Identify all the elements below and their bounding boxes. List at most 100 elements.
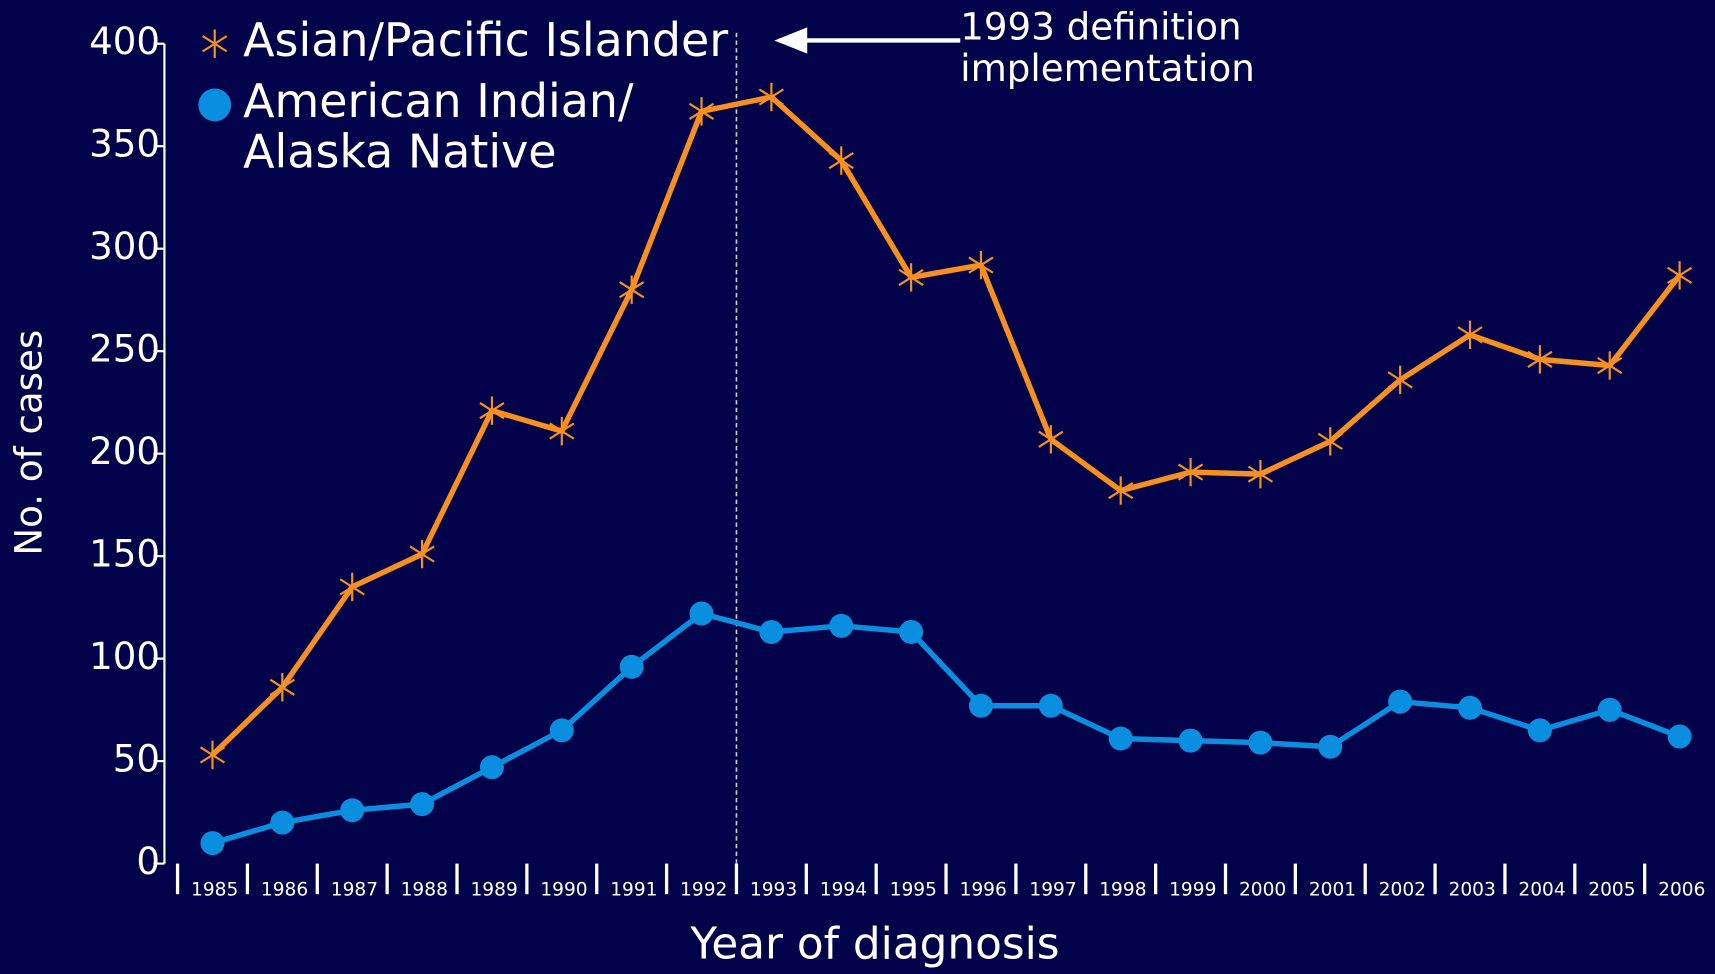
marker-stroke: [1317, 432, 1343, 450]
marker-stroke: [1038, 430, 1064, 448]
marker: [1597, 697, 1622, 722]
x-tick-label: 1993: [750, 879, 797, 900]
marker: [1457, 695, 1483, 720]
marker: [549, 416, 575, 446]
marker: [1318, 734, 1343, 759]
marker: [1248, 730, 1273, 755]
y-tick-label: 0: [136, 840, 160, 883]
y-tick-label: 50: [113, 738, 160, 781]
y-tick-label: 200: [89, 430, 160, 473]
marker: [759, 619, 784, 645]
annotation: 1993 definition implementation: [960, 6, 1255, 91]
marker-stroke: [1597, 356, 1623, 375]
x-tick-label: 1999: [1169, 879, 1216, 900]
marker-stroke: [688, 102, 715, 120]
marker-stroke: [968, 256, 994, 274]
marker: [688, 97, 715, 126]
series-line: [211, 610, 1681, 846]
marker: [549, 718, 574, 743]
marker-stroke: [549, 422, 575, 440]
x-tick-label: 2005: [1588, 879, 1635, 900]
x-tick-label: 1996: [960, 879, 1007, 900]
marker: [689, 601, 714, 626]
x-tick-label: 2001: [1309, 879, 1356, 900]
marker-stroke: [1247, 465, 1274, 483]
x-axis-label: Year of diagnosis: [689, 919, 1059, 970]
marker: [1317, 427, 1343, 456]
y-tick-label: 150: [89, 533, 160, 576]
marker-stroke: [199, 746, 226, 764]
marker-stroke: [409, 545, 435, 563]
marker-stroke: [479, 402, 505, 420]
legend-label: American Indian/ Alaska Native: [243, 76, 634, 179]
x-tick-label: 1997: [1029, 879, 1076, 900]
x-tick-label: 1987: [331, 879, 378, 900]
marker-stroke: [898, 268, 924, 286]
marker: [199, 740, 226, 770]
marker: [828, 146, 854, 175]
marker: [1457, 320, 1483, 349]
marker: [1666, 261, 1693, 290]
legend-marker: [198, 88, 232, 122]
y-tick-label: 400: [89, 20, 160, 63]
x-tick-label: 1995: [890, 879, 937, 900]
legend-marker: [202, 29, 228, 58]
marker: [340, 798, 365, 823]
y-tick-label: 100: [89, 635, 160, 678]
annotation-arrowhead: [774, 27, 808, 54]
marker: [968, 250, 994, 280]
marker: [410, 792, 435, 817]
marker: [1038, 425, 1064, 454]
marker: [1108, 726, 1133, 751]
legend-entry: American Indian/ Alaska Native: [243, 76, 634, 179]
marker-stroke: [1387, 371, 1413, 389]
marker: [479, 396, 505, 425]
x-tick-label: 2003: [1449, 879, 1496, 900]
marker-stroke: [202, 35, 228, 53]
marker: [899, 619, 924, 645]
marker: [1667, 724, 1692, 749]
x-tick-label: 1992: [680, 879, 727, 900]
legend-label: Asian/Pacific Islander: [243, 15, 729, 67]
marker: [829, 613, 854, 638]
x-tick-label: 2004: [1518, 879, 1565, 900]
marker-stroke: [828, 151, 854, 170]
x-tick-label: 2000: [1239, 879, 1286, 900]
marker: [409, 539, 435, 569]
legend-entry: Asian/Pacific Islander: [243, 15, 729, 67]
marker: [968, 693, 994, 718]
x-tick-label: 1991: [610, 879, 657, 900]
x-tick-label: 1986: [261, 879, 308, 900]
series-line: [210, 94, 1682, 757]
marker-stroke: [1527, 350, 1553, 368]
marker-stroke: [1108, 481, 1134, 500]
marker: [1388, 689, 1413, 714]
marker: [1178, 728, 1203, 753]
marker: [1038, 693, 1063, 718]
x-tick-label: 2006: [1658, 879, 1705, 900]
marker: [619, 654, 644, 679]
marker: [1597, 351, 1623, 380]
marker: [1527, 345, 1553, 374]
marker: [1527, 718, 1552, 743]
y-tick-label: 300: [89, 225, 160, 268]
marker: [200, 831, 225, 856]
x-tick-label: 1994: [820, 879, 867, 900]
marker-stroke: [1457, 326, 1483, 344]
marker: [1108, 476, 1134, 505]
x-tick-label: 1988: [401, 879, 448, 900]
marker-stroke: [758, 88, 785, 106]
marker: [1177, 457, 1204, 487]
marker-stroke: [1666, 266, 1693, 284]
y-tick-label: 250: [89, 328, 160, 371]
x-tick-label: 1989: [470, 879, 517, 900]
x-tick-label: 1998: [1099, 879, 1146, 900]
marker: [758, 82, 785, 112]
marker: [339, 572, 365, 602]
marker: [269, 673, 295, 702]
marker: [1247, 459, 1274, 489]
x-tick-label: 1985: [191, 879, 238, 900]
marker: [479, 755, 504, 780]
marker-stroke: [1177, 463, 1204, 481]
